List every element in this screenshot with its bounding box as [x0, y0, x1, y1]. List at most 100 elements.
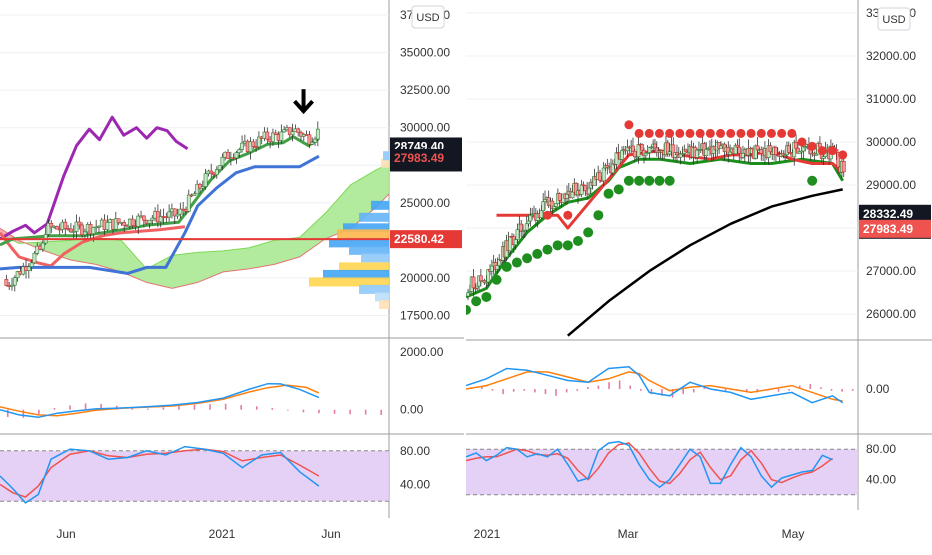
cloud-edge-a [0, 163, 389, 270]
supertrend-red-dot [807, 141, 817, 151]
candle-body [774, 147, 778, 155]
macd-signal-line [0, 384, 320, 417]
supertrend-red-dot [624, 120, 634, 130]
price-plot [0, 115, 389, 309]
supertrend-red-dot [777, 128, 787, 138]
candle-body [565, 194, 569, 199]
macd-line [0, 382, 320, 419]
price-tick-label: 20000.00 [400, 271, 450, 285]
supertrend-red-dot [828, 146, 838, 156]
candle-body [54, 225, 59, 230]
candle-body [310, 141, 315, 145]
stoch-band [466, 449, 858, 495]
candle-body [640, 144, 645, 151]
candle-body [541, 201, 546, 212]
candle-body [226, 151, 230, 159]
supertrend-red-dot [644, 128, 654, 138]
candle-body [508, 236, 513, 252]
candle-body [632, 150, 637, 158]
candle-body [466, 292, 470, 297]
volume-profile-bar [381, 158, 389, 168]
candle-body [737, 146, 742, 154]
stoch-tick-label: 40.00 [866, 473, 896, 487]
supertrend-green-dot [501, 261, 512, 272]
stoch-d-line [465, 442, 833, 485]
candle-body [46, 223, 51, 235]
supertrend-green-dot [466, 304, 471, 315]
supertrend-green-dot [542, 244, 553, 255]
supertrend-red-dot [705, 128, 715, 138]
supertrend-red-dot [746, 128, 756, 138]
stoch-pane [465, 440, 858, 496]
x-tick-label: May [782, 527, 805, 541]
supertrend-green-dot [583, 227, 594, 238]
stoch-k-line [0, 445, 320, 504]
candle-body [667, 151, 672, 155]
currency-label: USD [882, 14, 905, 26]
volume-profile-bar [359, 212, 389, 222]
candle-body [647, 147, 652, 153]
candle-body [198, 183, 202, 189]
candle-body [728, 151, 733, 155]
price-tick-label: 29000.00 [866, 178, 916, 192]
candle-body [768, 145, 773, 153]
candle-body [489, 265, 494, 272]
candle-body [313, 138, 317, 143]
supertrend-green-dot [552, 240, 563, 251]
candle-body [12, 277, 17, 286]
candle-body [217, 165, 222, 170]
candle-body [675, 152, 679, 156]
candle-body [279, 131, 284, 141]
price-tick-label: 31000.00 [866, 92, 916, 106]
candle-body [136, 215, 141, 227]
arrow-head [293, 99, 315, 115]
candle-body [315, 128, 320, 140]
price-label-bg [859, 219, 931, 238]
black-ma-series [566, 188, 843, 337]
supertrend-green-dot [634, 175, 645, 186]
candle-body [10, 284, 14, 287]
candle-body [116, 218, 121, 224]
price-pane [0, 0, 389, 338]
macd-pane [0, 382, 383, 419]
stoch-band [0, 450, 389, 502]
supertrend-red-dot [675, 128, 685, 138]
candle-body [200, 186, 205, 189]
stoch-tick-label: 80.00 [400, 444, 430, 458]
candle-body [601, 167, 606, 182]
candle-body [141, 215, 146, 221]
candle-body [526, 220, 531, 225]
supertrend-red-dot [685, 128, 695, 138]
price-plot [466, 120, 848, 337]
supertrend-green-dot [532, 248, 543, 259]
volume-profile-bar [343, 223, 389, 233]
volume-profile-bar [349, 245, 389, 255]
supertrend-red-dot [695, 128, 705, 138]
candle-body [273, 132, 278, 135]
candle-body [719, 145, 723, 149]
candle-body [49, 223, 54, 228]
right-panel: 33000.0032000.0031000.0030000.0029000.00… [465, 0, 932, 541]
down-arrow-icon [293, 89, 315, 115]
candles [466, 134, 846, 301]
blue-series [0, 154, 320, 275]
supertrend-red-dot [838, 150, 848, 160]
x-tick-label: 2021 [209, 527, 236, 541]
supertrend-red-dot [797, 137, 807, 147]
candle-body [513, 239, 518, 246]
candle-body [653, 143, 657, 149]
supertrend-green-dot [573, 236, 583, 247]
candle-body [4, 279, 9, 286]
candle-body [495, 265, 500, 270]
macd-line [465, 366, 844, 404]
supertrend-green-dot [593, 210, 604, 221]
currency-badge: USD [877, 7, 911, 31]
candle-body [282, 129, 287, 133]
candle-body [97, 225, 101, 228]
price-label-bg [390, 230, 462, 249]
candle-body [524, 223, 529, 231]
supertrend-green-dot [603, 188, 614, 199]
candle-body [539, 210, 544, 218]
candle-body [237, 149, 242, 153]
